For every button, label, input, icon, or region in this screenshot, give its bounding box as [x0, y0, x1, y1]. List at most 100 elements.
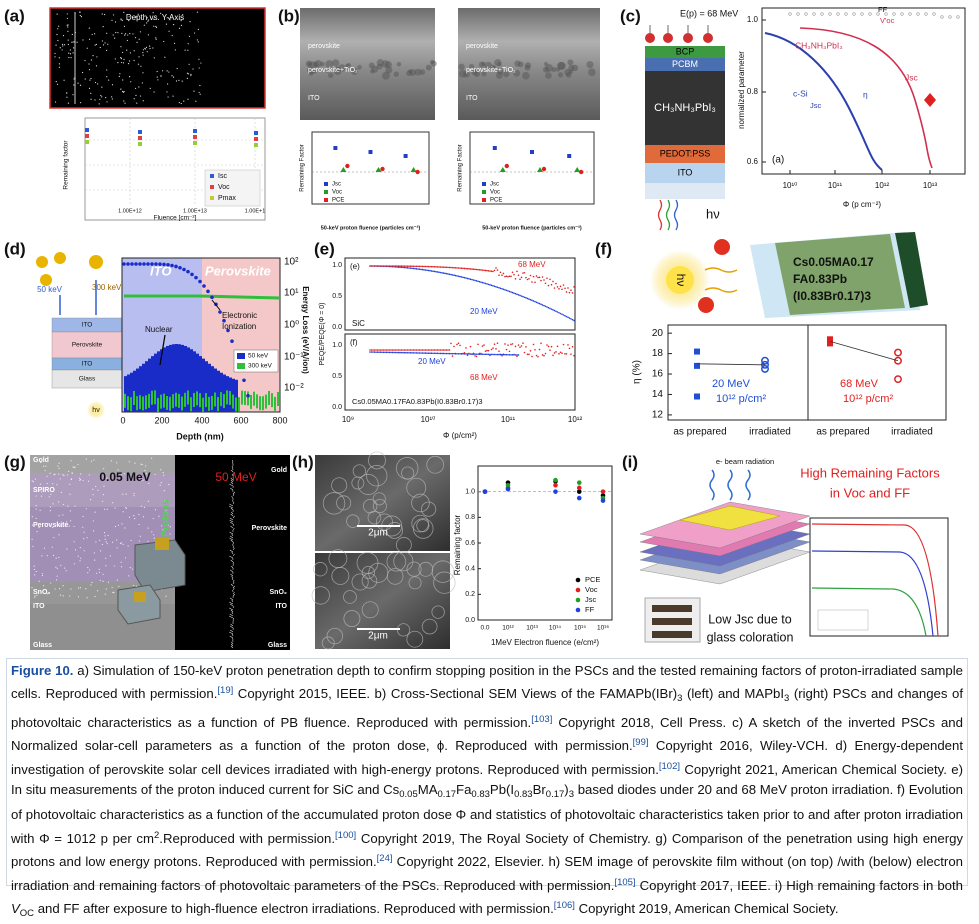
caption-text: [102]	[659, 761, 680, 772]
legend-swatch	[576, 588, 581, 593]
track-dot	[79, 12, 80, 13]
caption-text: 0.05	[399, 789, 418, 800]
marker	[524, 352, 526, 354]
track-dot	[99, 572, 100, 573]
marker	[202, 284, 206, 288]
marker	[501, 288, 503, 290]
track-dot	[181, 25, 182, 26]
marker	[573, 320, 575, 322]
histogram-bar	[250, 395, 252, 409]
y-tick-label: 0.0	[332, 324, 342, 331]
marker	[438, 271, 440, 273]
marker	[555, 310, 557, 312]
track-dot	[112, 98, 113, 99]
track-dot	[82, 480, 83, 481]
marker	[491, 270, 493, 272]
marker	[471, 279, 473, 281]
caption-text: 0.17	[438, 789, 457, 800]
marker	[540, 303, 542, 305]
legend-swatch	[482, 182, 486, 186]
legend-swatch	[482, 198, 486, 202]
track-dot	[91, 461, 92, 462]
track-dot	[167, 70, 168, 71]
marker	[435, 271, 437, 273]
marker	[546, 277, 548, 279]
histogram-bar	[262, 396, 264, 410]
marker	[504, 289, 506, 291]
marker	[479, 269, 481, 271]
track-dot	[122, 494, 123, 495]
marker	[405, 352, 407, 354]
track-dot	[75, 549, 76, 550]
track-dot	[200, 62, 201, 63]
track-dot	[143, 516, 144, 517]
track-dot	[87, 567, 88, 568]
marker	[398, 265, 400, 267]
track-dot	[70, 520, 71, 521]
track-dot	[35, 479, 36, 480]
marker	[170, 264, 174, 268]
marker	[546, 306, 548, 308]
marker	[551, 284, 553, 286]
marker	[501, 274, 503, 276]
data-point	[577, 496, 582, 501]
marker	[482, 353, 484, 355]
marker	[560, 351, 562, 353]
track-dot	[89, 88, 90, 89]
marker	[423, 352, 425, 354]
data-point	[577, 486, 582, 491]
marker	[443, 266, 445, 268]
marker	[425, 352, 427, 354]
track-dot	[103, 486, 104, 487]
track-dot	[108, 535, 109, 536]
track-dot	[106, 69, 107, 70]
marker	[154, 262, 158, 266]
marker	[444, 349, 446, 351]
marker	[521, 295, 523, 297]
marker	[389, 349, 391, 351]
track-dot	[142, 464, 143, 465]
x-tick-label: 10⁹	[342, 415, 354, 424]
marker	[371, 265, 373, 267]
grain	[572, 65, 578, 71]
marker	[417, 352, 419, 354]
track-dot	[45, 470, 46, 471]
marker	[500, 287, 502, 289]
track-dot	[34, 597, 35, 598]
marker	[456, 353, 458, 355]
marker	[150, 262, 154, 266]
track-dot	[88, 481, 89, 482]
label: Electronic	[222, 311, 257, 320]
grain	[544, 62, 548, 66]
marker	[443, 349, 445, 351]
figure-caption: Figure 10. a) Simulation of 150-keV prot…	[6, 658, 968, 886]
marker	[506, 354, 508, 356]
marker	[461, 353, 463, 355]
marker	[566, 291, 568, 293]
marker	[548, 346, 550, 348]
track-dot	[73, 84, 74, 85]
marker	[473, 353, 475, 355]
track-dot	[36, 518, 37, 519]
track-dot	[52, 483, 53, 484]
legend-label: 300 keV	[248, 363, 273, 370]
marker	[405, 265, 407, 267]
marker	[407, 265, 409, 267]
track-dot	[105, 594, 106, 595]
track-dot	[79, 478, 80, 479]
marker	[419, 266, 421, 268]
track-dot	[63, 475, 64, 476]
track-dot	[129, 33, 130, 34]
track-dot	[157, 79, 158, 80]
track-dot	[58, 501, 59, 502]
track-dot	[64, 567, 65, 568]
shape	[404, 154, 408, 158]
track-dot	[157, 76, 158, 77]
track-dot	[70, 460, 71, 461]
marker	[434, 349, 436, 351]
label: 300 keV	[92, 283, 122, 292]
marker	[450, 343, 452, 345]
grain	[332, 59, 339, 66]
marker	[453, 346, 455, 348]
marker	[489, 270, 491, 272]
